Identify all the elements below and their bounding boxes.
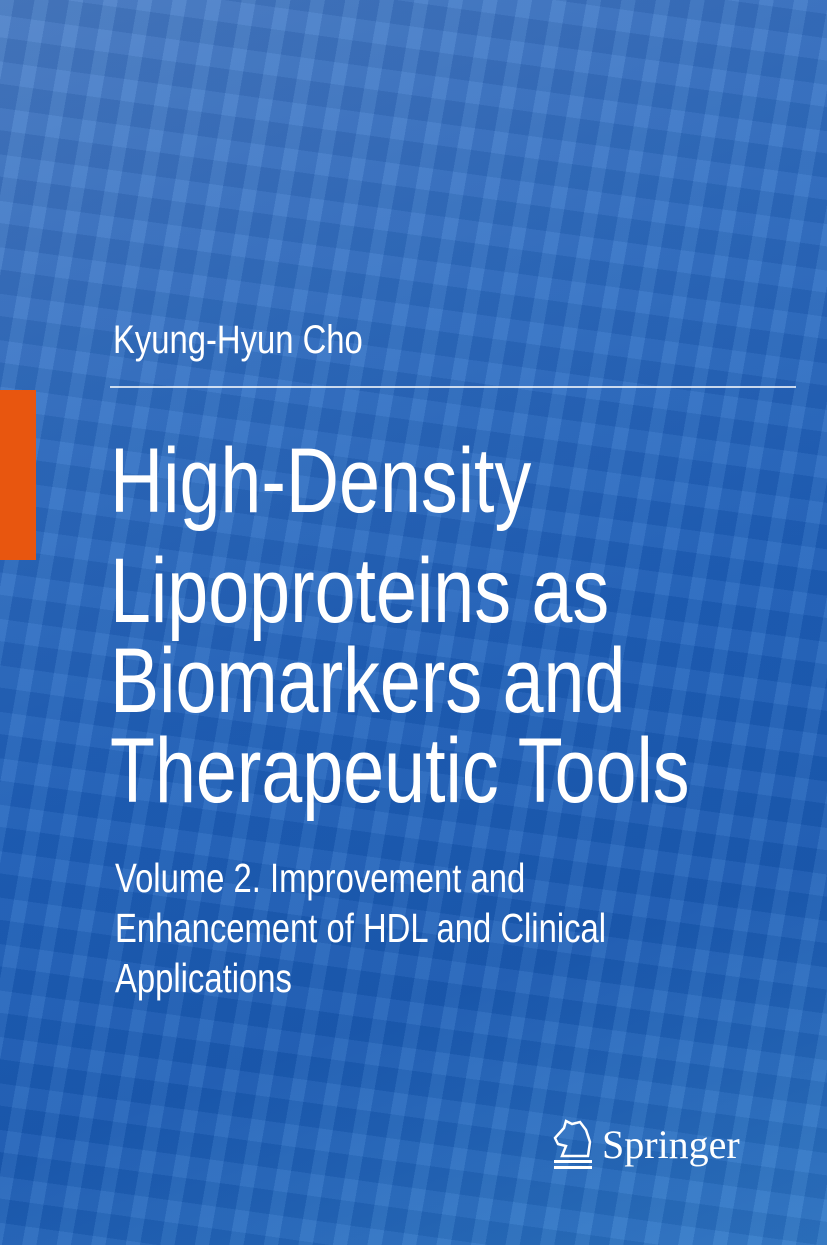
accent-bar	[0, 390, 36, 560]
divider	[110, 386, 796, 388]
title-line-3: Biomarkers and	[110, 630, 626, 732]
title-line-1: High-Density	[110, 430, 532, 532]
publisher-name: Springer	[602, 1121, 740, 1167]
publisher-logo: Springer	[552, 1118, 740, 1170]
subtitle-line-3: Applications	[115, 955, 292, 1001]
title-line-4: Therapeutic Tools	[110, 720, 690, 822]
subtitle-line-2: Enhancement of HDL and Clinical	[115, 905, 607, 951]
subtitle-line-1: Volume 2. Improvement and	[115, 855, 526, 901]
author-name: Kyung-Hyun Cho	[113, 318, 363, 362]
springer-horse-icon	[553, 1119, 592, 1169]
title-line-2: Lipoproteins as	[110, 540, 610, 642]
